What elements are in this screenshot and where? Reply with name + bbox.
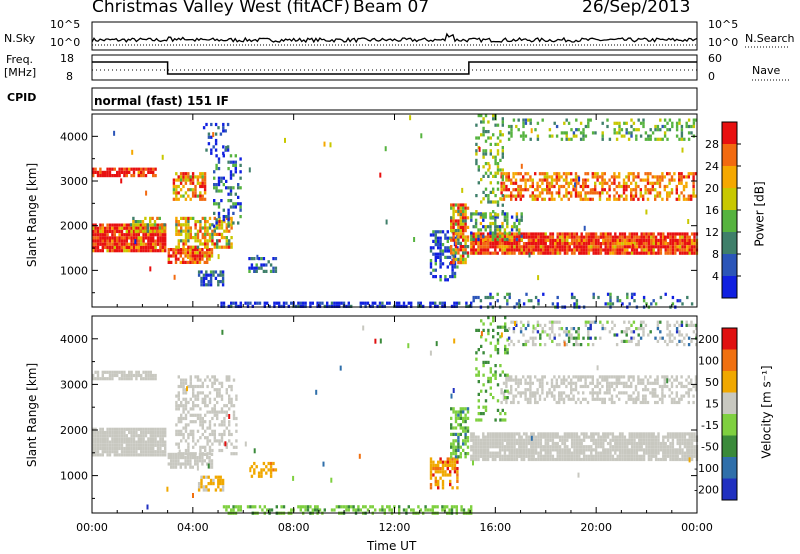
xtick-label-2: 08:00 (278, 521, 310, 534)
freq-tick-bottom: 8 (66, 70, 73, 83)
freq-panel-frame (91, 54, 698, 81)
velocity-colorbar-tick-2: 50 (705, 376, 719, 389)
velocity-colorbar-tick-4: -15 (701, 419, 719, 432)
xtick-label-4: 16:00 (479, 521, 511, 534)
velocity-ytick-label-2: 3000 (60, 378, 88, 391)
nsky-tick-bottom: 10^0 (50, 36, 81, 49)
power-colorbar-tick-1: 8 (712, 248, 719, 261)
noise-panel-frame (91, 21, 698, 51)
power-panel-frame (91, 113, 698, 308)
power-colorbar-swatch-5 (722, 232, 737, 254)
velocity-colorbar-tick-5: -50 (701, 440, 719, 453)
velocity-colorbar-swatch-4 (722, 414, 737, 436)
freq-label-line2: [MHz] (4, 66, 37, 79)
velocity-heatmap-cells (92, 316, 699, 515)
station-title: Christmas Valley West (fitACF) (92, 0, 351, 17)
power-colorbar-tick-3: 16 (705, 204, 719, 217)
cpid-mode: normal (fast) 151 IF (94, 94, 229, 108)
power-colorbar-swatch-0 (722, 122, 737, 144)
velocity-colorbar-tick-0: 200 (698, 333, 719, 346)
noise-sky-line (91, 32, 698, 44)
power-colorbar-swatch-1 (722, 144, 737, 166)
power-colorbar-swatch-4 (722, 210, 737, 232)
velocity-colorbar-tick-7: -200 (694, 483, 719, 496)
cpid-label: CPID (7, 91, 37, 104)
power-ytick-label-2: 3000 (60, 175, 88, 188)
velocity-colorbar-tick-1: 100 (698, 354, 719, 367)
velocity-colorbar-swatch-6 (722, 457, 737, 479)
power-colorbar-swatch-3 (722, 188, 737, 210)
velocity-colorbar-tick-3: 15 (705, 397, 719, 410)
power-ytick-label-3: 4000 (60, 130, 88, 143)
velocity-colorbar-frame (721, 327, 738, 501)
power-heatmap-cells (92, 114, 699, 309)
nsky-label: N.Sky (4, 32, 36, 45)
velocity-panel-frame (91, 315, 698, 514)
velocity-colorbar-swatch-2 (722, 371, 737, 393)
velocity-colorbar-tick-6: -100 (694, 462, 719, 475)
velocity-colorbar-swatch-0 (722, 328, 737, 350)
beam-label: Beam 07 (353, 0, 430, 17)
xtick-label-0: 00:00 (76, 521, 108, 534)
power-colorbar-tick-2: 12 (705, 226, 719, 239)
velocity-ytick-label-3: 4000 (60, 333, 88, 346)
velocity-colorbar-swatch-3 (722, 392, 737, 414)
power-ytick-label-0: 1000 (60, 264, 88, 277)
nave-tick-bottom: 0 (708, 70, 715, 83)
nave-tick-top: 60 (708, 52, 722, 65)
xtick-label-5: 20:00 (580, 521, 612, 534)
freq-line (92, 61, 697, 75)
velocity-colorbar-swatch-7 (722, 478, 737, 500)
velocity-colorbar-swatch-1 (722, 349, 737, 371)
cpid-frame (91, 87, 698, 111)
nsearch-label: N.Search (745, 32, 795, 45)
freq-label-line1: Freq. (6, 53, 34, 66)
power-colorbar-tick-5: 24 (705, 160, 719, 173)
velocity-ytick-label-1: 2000 (60, 424, 88, 437)
nsky-tick-top: 10^5 (50, 18, 81, 31)
xtick-label-6: 00:00 (681, 521, 713, 534)
power-colorbar-swatch-7 (722, 276, 737, 298)
power-ytick-label-1: 2000 (60, 220, 88, 233)
velocity-colorbar-swatch-5 (722, 435, 737, 457)
xtick-label-3: 12:00 (379, 521, 411, 534)
nave-label: Nave (752, 64, 781, 77)
date-label: 26/Sep/2013 (582, 0, 691, 17)
xtick-label-1: 04:00 (177, 521, 209, 534)
power-colorbar-tick-0: 4 (712, 270, 719, 283)
power-colorbar-swatch-2 (722, 166, 737, 188)
freq-tick-top: 18 (60, 52, 74, 65)
nsearch-tick-bottom: 10^0 (708, 36, 739, 49)
power-colorbar-tick-6: 28 (705, 138, 719, 151)
power-colorbar-tick-4: 20 (705, 182, 719, 195)
nsearch-tick-top: 10^5 (708, 18, 739, 31)
power-colorbar-swatch-6 (722, 254, 737, 276)
xaxis-title: Time UT (367, 539, 417, 553)
velocity-ytick-label-0: 1000 (60, 470, 88, 483)
